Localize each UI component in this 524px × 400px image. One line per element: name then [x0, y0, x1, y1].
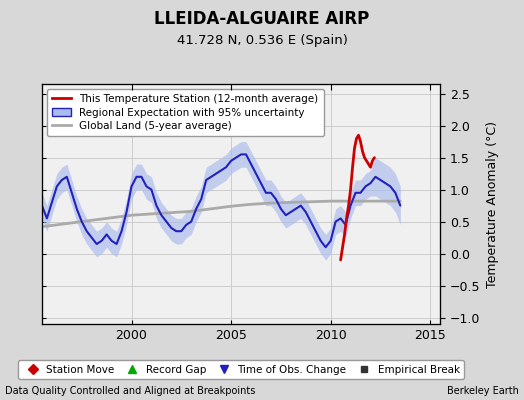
Legend: Station Move, Record Gap, Time of Obs. Change, Empirical Break: Station Move, Record Gap, Time of Obs. C…: [18, 360, 464, 379]
Y-axis label: Temperature Anomaly (°C): Temperature Anomaly (°C): [486, 120, 499, 288]
Text: Berkeley Earth: Berkeley Earth: [447, 386, 519, 396]
Text: Data Quality Controlled and Aligned at Breakpoints: Data Quality Controlled and Aligned at B…: [5, 386, 256, 396]
Text: LLEIDA-ALGUAIRE AIRP: LLEIDA-ALGUAIRE AIRP: [155, 10, 369, 28]
Text: 41.728 N, 0.536 E (Spain): 41.728 N, 0.536 E (Spain): [177, 34, 347, 47]
